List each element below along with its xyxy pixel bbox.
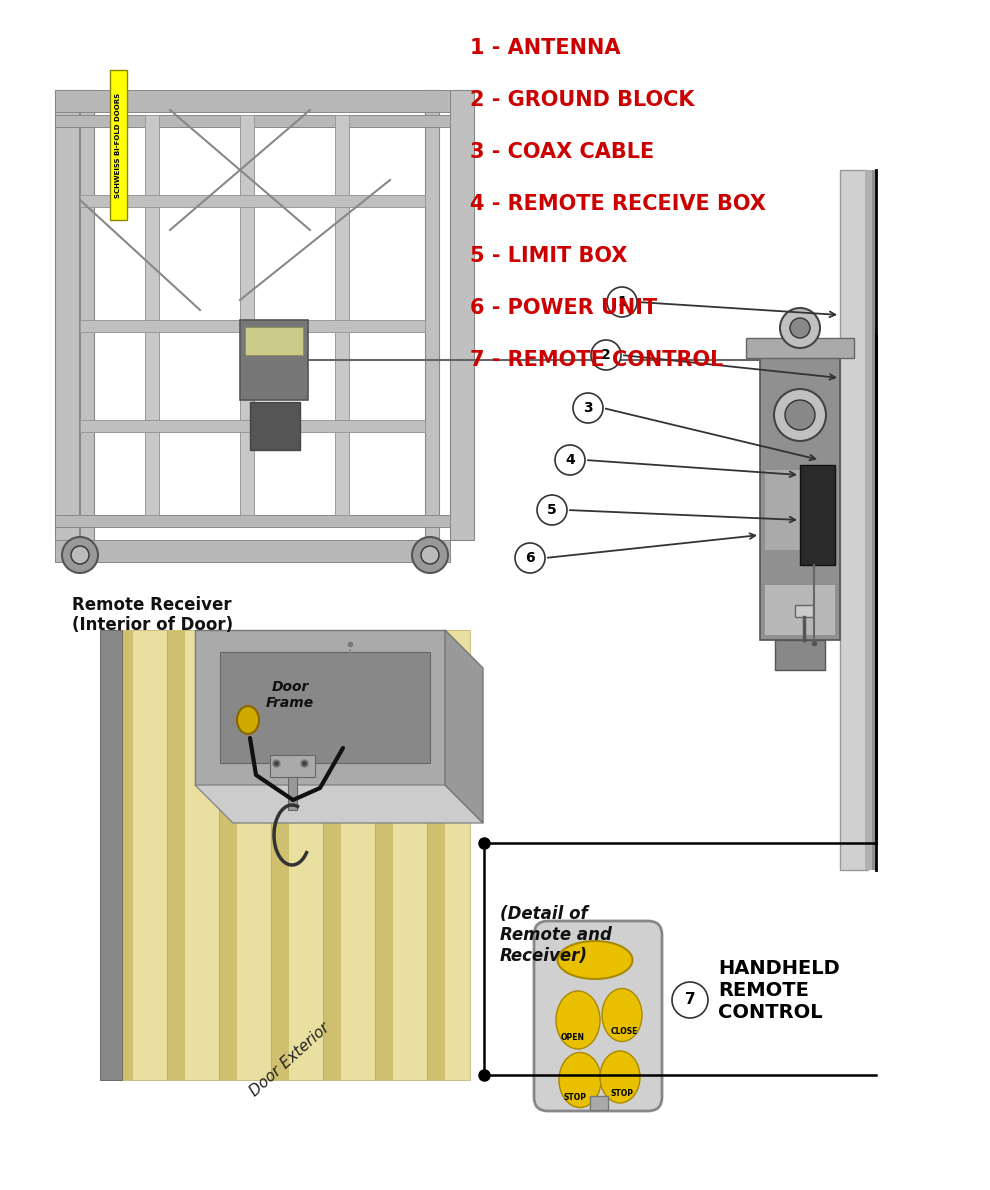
- Polygon shape: [271, 630, 289, 1081]
- Polygon shape: [775, 640, 825, 670]
- FancyBboxPatch shape: [840, 170, 868, 870]
- Text: 6: 6: [525, 551, 535, 565]
- Polygon shape: [55, 90, 450, 112]
- Text: 3 - COAX CABLE: 3 - COAX CABLE: [470, 142, 654, 162]
- Circle shape: [591, 340, 621, 370]
- Text: SCHWEISS BI-FOLD DOORS: SCHWEISS BI-FOLD DOORS: [116, 93, 122, 198]
- Polygon shape: [240, 115, 254, 515]
- Polygon shape: [55, 90, 79, 540]
- Circle shape: [515, 543, 545, 574]
- FancyBboxPatch shape: [590, 1096, 608, 1110]
- Circle shape: [607, 287, 637, 317]
- Polygon shape: [145, 115, 159, 515]
- Polygon shape: [288, 777, 297, 810]
- Polygon shape: [55, 515, 450, 527]
- Polygon shape: [375, 630, 393, 1081]
- Circle shape: [421, 546, 439, 564]
- Ellipse shape: [557, 941, 633, 979]
- Circle shape: [71, 546, 89, 564]
- FancyBboxPatch shape: [250, 402, 300, 450]
- Text: 4: 4: [565, 453, 575, 466]
- Text: 1: 1: [617, 295, 627, 309]
- Polygon shape: [219, 630, 237, 1081]
- Text: 1 - ANTENNA: 1 - ANTENNA: [470, 38, 621, 58]
- Text: OPEN: OPEN: [561, 1033, 585, 1042]
- Circle shape: [790, 318, 810, 338]
- Text: Door Exterior: Door Exterior: [248, 1020, 333, 1100]
- Text: (Detail of
Remote and
Receiver): (Detail of Remote and Receiver): [500, 906, 612, 965]
- Circle shape: [555, 445, 585, 475]
- Polygon shape: [100, 630, 122, 1081]
- Polygon shape: [746, 338, 854, 358]
- Text: STOP: STOP: [611, 1090, 634, 1098]
- Polygon shape: [220, 652, 430, 763]
- FancyBboxPatch shape: [245, 327, 303, 355]
- Ellipse shape: [602, 989, 642, 1041]
- Circle shape: [412, 537, 448, 574]
- Text: 5 - LIMIT BOX: 5 - LIMIT BOX: [470, 246, 628, 267]
- Polygon shape: [450, 90, 474, 540]
- Polygon shape: [80, 90, 94, 540]
- Circle shape: [537, 495, 567, 525]
- Polygon shape: [425, 90, 439, 540]
- Circle shape: [573, 393, 603, 422]
- Polygon shape: [765, 470, 835, 550]
- Polygon shape: [760, 350, 840, 640]
- Ellipse shape: [556, 991, 600, 1050]
- Polygon shape: [323, 630, 341, 1081]
- Text: 2: 2: [601, 347, 611, 362]
- Text: CLOSE: CLOSE: [610, 1027, 638, 1035]
- Text: 7 - REMOTE CONTROL: 7 - REMOTE CONTROL: [470, 350, 724, 370]
- Text: HANDHELD
REMOTE
CONTROL: HANDHELD REMOTE CONTROL: [718, 958, 840, 1021]
- Ellipse shape: [237, 706, 259, 734]
- Circle shape: [62, 537, 98, 574]
- Text: Door
Frame: Door Frame: [266, 679, 314, 710]
- Circle shape: [780, 308, 820, 347]
- Text: 6 - POWER UNIT: 6 - POWER UNIT: [470, 298, 657, 318]
- Polygon shape: [335, 115, 349, 515]
- FancyBboxPatch shape: [872, 170, 876, 870]
- Text: 5: 5: [547, 503, 556, 516]
- Polygon shape: [55, 540, 450, 562]
- Text: 3: 3: [583, 401, 593, 415]
- Polygon shape: [80, 320, 425, 332]
- Polygon shape: [270, 754, 315, 777]
- FancyBboxPatch shape: [795, 605, 813, 616]
- Text: Remote Receiver
(Interior of Door): Remote Receiver (Interior of Door): [72, 596, 233, 634]
- FancyBboxPatch shape: [240, 320, 308, 400]
- Circle shape: [785, 400, 815, 430]
- Circle shape: [774, 389, 826, 441]
- Polygon shape: [427, 630, 445, 1081]
- Polygon shape: [80, 420, 425, 432]
- Polygon shape: [80, 195, 425, 207]
- Polygon shape: [115, 630, 133, 1081]
- Polygon shape: [800, 465, 835, 565]
- Ellipse shape: [600, 1051, 640, 1103]
- Text: STOP: STOP: [563, 1094, 586, 1102]
- Polygon shape: [195, 630, 445, 785]
- Polygon shape: [445, 630, 483, 823]
- FancyBboxPatch shape: [865, 170, 873, 870]
- Polygon shape: [765, 585, 835, 635]
- FancyBboxPatch shape: [534, 921, 662, 1111]
- Polygon shape: [167, 630, 185, 1081]
- Text: 2 - GROUND BLOCK: 2 - GROUND BLOCK: [470, 90, 695, 109]
- Text: 4 - REMOTE RECEIVE BOX: 4 - REMOTE RECEIVE BOX: [470, 194, 766, 214]
- Polygon shape: [100, 630, 470, 1081]
- FancyBboxPatch shape: [110, 70, 127, 220]
- Polygon shape: [195, 785, 483, 823]
- Circle shape: [672, 982, 708, 1017]
- Ellipse shape: [559, 1052, 601, 1108]
- Polygon shape: [55, 115, 450, 127]
- Text: 7: 7: [685, 992, 695, 1008]
